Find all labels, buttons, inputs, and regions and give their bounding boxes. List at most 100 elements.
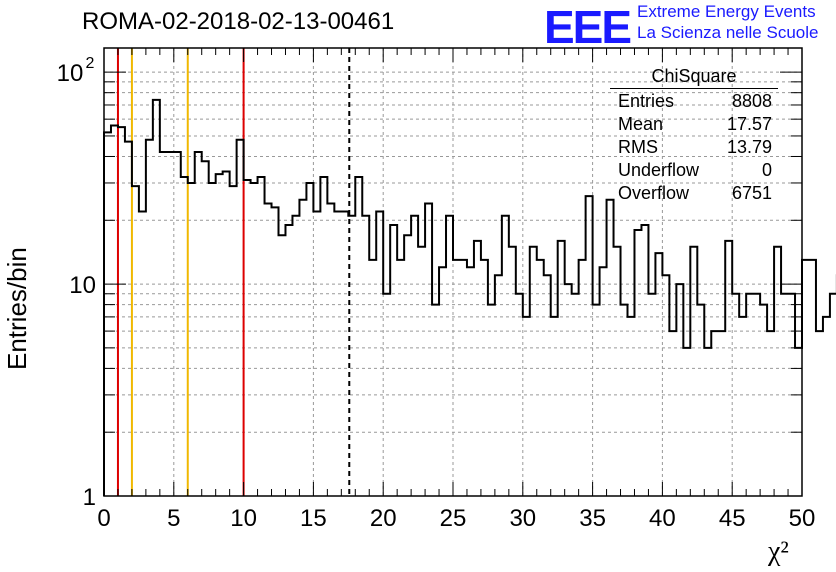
histogram-bin: [453, 260, 460, 496]
histogram-bin: [369, 260, 376, 496]
histogram-bin: [230, 186, 237, 496]
histogram-bin: [481, 260, 488, 496]
histogram-bin: [544, 275, 551, 496]
histogram-bin: [488, 305, 495, 496]
stats-value: 17.57: [726, 114, 772, 134]
histogram-bin: [586, 196, 593, 496]
histogram-bin: [341, 212, 348, 496]
histogram-bin: [174, 152, 181, 496]
y-axis-label: Entries/bin: [2, 247, 32, 370]
x-tick-label: 10: [230, 505, 257, 532]
histogram-bin: [439, 267, 446, 496]
histogram-bin: [313, 212, 320, 496]
histogram-bin: [153, 100, 160, 496]
histogram-bin: [355, 177, 362, 496]
stats-value: 8808: [731, 91, 772, 111]
histogram-bin: [258, 177, 265, 496]
histogram-bin: [209, 183, 216, 496]
x-axis-label: χ²: [768, 536, 789, 567]
histogram-bin: [823, 317, 830, 496]
stats-row-entries: Entries 8808: [610, 90, 778, 113]
stats-label: Entries: [618, 91, 675, 111]
y-tick-label-exponent: 2: [86, 55, 95, 72]
histogram-bin: [327, 203, 334, 496]
stats-value: 6751: [731, 183, 772, 203]
x-tick-label: 25: [440, 505, 467, 532]
histogram-bin: [662, 275, 669, 496]
histogram-bin: [279, 235, 286, 496]
x-tick-label: 45: [719, 505, 746, 532]
stats-label: RMS: [618, 137, 658, 157]
histogram-bin: [376, 212, 383, 496]
histogram-bin: [460, 260, 467, 496]
histogram-bin: [188, 183, 195, 496]
stats-label: Underflow: [618, 160, 700, 180]
stats-box: ChiSquare Entries 8808 Mean 17.57 RMS 13…: [610, 66, 778, 205]
histogram-bin: [676, 284, 683, 496]
histogram-bin: [593, 305, 600, 496]
histogram-bin: [425, 203, 432, 496]
histogram-bin: [641, 225, 648, 496]
histogram-bin: [809, 260, 816, 496]
histogram-bin: [306, 183, 313, 496]
histogram-bin: [697, 305, 704, 496]
histogram-bin: [523, 317, 530, 496]
histogram-bin: [404, 235, 411, 496]
histogram-bin: [397, 260, 404, 496]
histogram-bin: [628, 317, 635, 496]
histogram-bin: [704, 348, 711, 496]
y-tick-label: 10: [69, 272, 96, 299]
stats-value: 13.79: [726, 137, 772, 157]
histogram-bin: [718, 331, 725, 496]
x-tick-label: 30: [509, 505, 536, 532]
histogram-bin: [139, 212, 146, 496]
histogram-bin: [432, 305, 439, 496]
histogram-bin: [251, 183, 258, 496]
x-tick-label: 15: [300, 505, 327, 532]
histogram-bin: [655, 253, 662, 496]
eee-logo: EEE: [544, 1, 632, 53]
histogram-bin: [334, 212, 341, 496]
histogram-bin: [579, 260, 586, 496]
histogram-bin: [272, 207, 279, 496]
histogram-bin: [830, 294, 836, 496]
histogram-bin: [111, 126, 118, 496]
stats-label: Overflow: [618, 183, 690, 203]
stats-row-rms: RMS 13.79: [610, 136, 778, 159]
stats-value: 0: [761, 160, 772, 180]
histogram-bin: [320, 177, 327, 496]
histogram-bin: [285, 225, 292, 496]
histogram-bin: [104, 132, 111, 496]
histogram-bin: [634, 230, 641, 496]
logo-subtitle-line1: Extreme Energy Events: [637, 2, 816, 21]
histogram-bin: [167, 152, 174, 496]
histogram-bin: [551, 317, 558, 496]
histogram-bin: [711, 331, 718, 496]
histogram-bin: [216, 174, 223, 496]
histogram-bin: [669, 331, 676, 496]
histogram-bin: [362, 216, 369, 496]
histogram-bin: [495, 275, 502, 496]
histogram-bin: [244, 180, 251, 496]
histogram-outline: [103, 98, 836, 496]
histogram-bin: [202, 161, 209, 496]
histogram-bin: [767, 331, 774, 496]
histogram-bin: [739, 317, 746, 496]
histogram-bin: [537, 260, 544, 496]
histogram-bin: [816, 331, 823, 496]
y-tick-label: 1: [83, 484, 96, 511]
histogram-bin: [565, 284, 572, 496]
stats-row-underflow: Underflow 0: [610, 159, 778, 182]
histogram-bin: [795, 348, 802, 496]
x-tick-label: 35: [579, 505, 606, 532]
x-tick-label: 20: [370, 505, 397, 532]
histogram-bin: [760, 305, 767, 496]
histogram-bin: [132, 186, 139, 496]
histogram-bin: [125, 142, 132, 496]
histogram-bin: [292, 216, 299, 496]
stats-label: Mean: [618, 114, 664, 134]
histogram-bin: [446, 216, 453, 496]
histogram-bin: [621, 305, 628, 496]
x-tick-label: 40: [649, 505, 676, 532]
histogram-bin: [502, 216, 509, 496]
